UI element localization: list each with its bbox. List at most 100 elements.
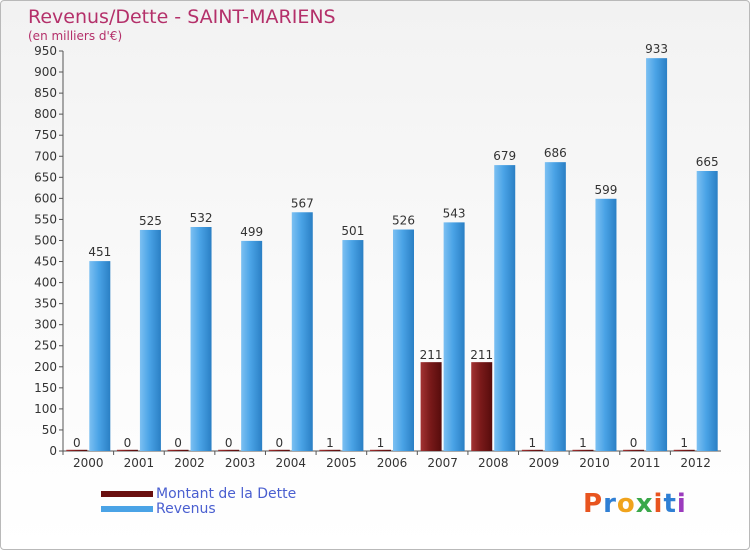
x-tick-label: 2000 bbox=[73, 456, 104, 470]
revenue-bar bbox=[393, 229, 414, 451]
revenue-bar bbox=[595, 198, 617, 451]
y-tick-label: 700 bbox=[34, 149, 57, 163]
chart-subtitle: (en milliers d'€) bbox=[28, 29, 123, 43]
legend-swatch-debt bbox=[101, 491, 153, 497]
debt-bar bbox=[218, 449, 240, 451]
y-tick-label: 500 bbox=[34, 233, 57, 247]
debt-bar bbox=[370, 449, 391, 451]
x-tick-label: 2011 bbox=[630, 456, 661, 470]
revenue-value-label: 665 bbox=[696, 155, 719, 169]
revenue-value-label: 567 bbox=[291, 196, 314, 210]
proxiti-logo: Proxiti bbox=[583, 489, 687, 519]
revenue-value-label: 501 bbox=[341, 224, 364, 238]
revenue-value-label: 451 bbox=[88, 245, 111, 259]
debt-value-label: 1 bbox=[326, 436, 334, 450]
revenue-value-label: 679 bbox=[493, 149, 516, 163]
debt-bar bbox=[521, 449, 543, 451]
y-tick-label: 550 bbox=[34, 212, 57, 226]
revenue-value-label: 532 bbox=[190, 211, 213, 225]
y-tick-label: 600 bbox=[34, 191, 57, 205]
debt-bar bbox=[673, 449, 695, 451]
revenue-bar bbox=[190, 227, 212, 451]
debt-value-label: 0 bbox=[124, 436, 132, 450]
debt-value-label: 1 bbox=[529, 436, 537, 450]
logo-letter: i bbox=[653, 489, 664, 519]
revenue-bar bbox=[494, 165, 516, 451]
x-tick-label: 2007 bbox=[427, 456, 458, 470]
debt-value-label: 211 bbox=[470, 348, 493, 362]
y-tick-label: 350 bbox=[34, 297, 57, 311]
y-tick-label: 650 bbox=[34, 170, 57, 184]
logo-letter: i bbox=[676, 489, 687, 519]
logo-letter: x bbox=[635, 489, 654, 519]
y-tick-label: 50 bbox=[42, 423, 57, 437]
revenue-value-label: 933 bbox=[645, 42, 668, 56]
revenue-bar bbox=[241, 240, 263, 451]
revenue-value-label: 599 bbox=[595, 183, 618, 197]
x-tick-label: 2009 bbox=[529, 456, 560, 470]
chart-title: Revenus/Dette - SAINT-MARIENS bbox=[28, 6, 336, 28]
revenue-bar bbox=[89, 261, 111, 451]
y-tick-label: 750 bbox=[34, 128, 57, 142]
legend-label-debt: Montant de la Dette bbox=[156, 486, 297, 502]
x-tick-label: 2003 bbox=[225, 456, 256, 470]
debt-bar bbox=[167, 449, 189, 451]
revenue-bar bbox=[696, 171, 718, 451]
debt-value-label: 211 bbox=[420, 348, 443, 362]
revenue-value-label: 526 bbox=[392, 214, 415, 228]
revenue-bar bbox=[646, 58, 668, 451]
y-tick-label: 0 bbox=[49, 444, 57, 458]
logo-letter: o bbox=[616, 489, 636, 519]
y-tick-label: 150 bbox=[34, 381, 57, 395]
debt-value-label: 1 bbox=[579, 436, 587, 450]
revenue-value-label: 525 bbox=[139, 214, 162, 228]
x-tick-label: 2001 bbox=[124, 456, 155, 470]
revenue-bar bbox=[443, 222, 465, 451]
y-tick-label: 850 bbox=[34, 86, 57, 100]
debt-bar bbox=[116, 449, 138, 451]
debt-value-label: 0 bbox=[275, 436, 283, 450]
y-tick-label: 400 bbox=[34, 276, 57, 290]
revenue-value-label: 499 bbox=[240, 225, 263, 239]
y-tick-label: 250 bbox=[34, 339, 57, 353]
debt-value-label: 1 bbox=[680, 436, 688, 450]
y-tick-label: 200 bbox=[34, 360, 57, 374]
debt-value-label: 0 bbox=[225, 436, 233, 450]
x-tick-label: 2004 bbox=[275, 456, 306, 470]
logo-letter: P bbox=[583, 489, 604, 519]
y-tick-label: 450 bbox=[34, 255, 57, 269]
y-tick-label: 300 bbox=[34, 318, 57, 332]
revenue-bar bbox=[544, 162, 566, 451]
revenue-bar bbox=[139, 229, 161, 451]
revenue-value-label: 543 bbox=[443, 206, 466, 220]
x-tick-label: 2006 bbox=[377, 456, 408, 470]
debt-value-label: 0 bbox=[73, 436, 81, 450]
x-tick-label: 2005 bbox=[326, 456, 357, 470]
revenue-bar bbox=[342, 240, 364, 451]
x-tick-label: 2002 bbox=[174, 456, 205, 470]
revenue-value-label: 686 bbox=[544, 146, 567, 160]
x-tick-label: 2010 bbox=[579, 456, 610, 470]
y-tick-label: 100 bbox=[34, 402, 57, 416]
debt-bar bbox=[319, 449, 341, 451]
legend-label-revenue: Revenus bbox=[156, 501, 216, 517]
debt-bar bbox=[623, 449, 645, 451]
x-tick-label: 2008 bbox=[478, 456, 509, 470]
debt-value-label: 0 bbox=[174, 436, 182, 450]
debt-value-label: 0 bbox=[630, 436, 638, 450]
y-tick-label: 950 bbox=[34, 44, 57, 58]
logo-letter: r bbox=[603, 489, 617, 519]
debt-bar bbox=[572, 449, 594, 451]
debt-bar bbox=[420, 362, 442, 451]
debt-bar bbox=[471, 362, 493, 451]
logo-letter: t bbox=[663, 489, 677, 519]
y-tick-label: 900 bbox=[34, 65, 57, 79]
debt-value-label: 1 bbox=[377, 436, 385, 450]
legend-swatch-revenue bbox=[101, 506, 153, 512]
debt-bar bbox=[268, 449, 290, 451]
revenue-bar bbox=[291, 212, 313, 451]
debt-bar bbox=[66, 449, 88, 451]
y-tick-label: 800 bbox=[34, 107, 57, 121]
